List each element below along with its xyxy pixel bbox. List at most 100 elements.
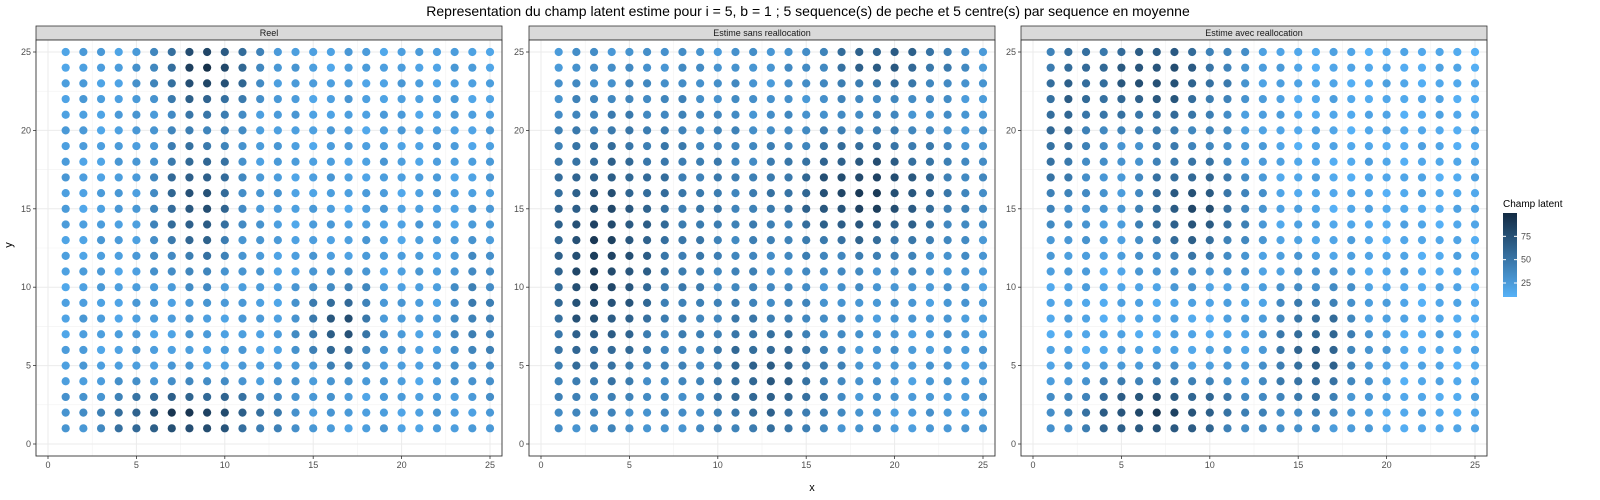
data-point	[572, 377, 581, 386]
data-point	[1311, 283, 1320, 292]
data-point	[925, 47, 935, 57]
data-point	[203, 173, 212, 182]
x-tick-label: 5	[134, 460, 139, 470]
data-point	[678, 267, 687, 276]
data-point	[468, 63, 477, 72]
data-point	[291, 79, 300, 88]
y-tick-label: 0	[519, 439, 524, 449]
data-point	[925, 204, 935, 213]
data-point	[397, 330, 406, 339]
data-point	[344, 79, 353, 88]
data-point	[1046, 408, 1055, 417]
data-point	[1170, 157, 1179, 166]
data-point	[485, 298, 495, 307]
data-point	[749, 314, 758, 323]
data-point	[660, 314, 669, 323]
data-point	[1329, 94, 1338, 104]
data-point	[1364, 47, 1374, 57]
data-point	[415, 251, 424, 260]
data-point	[485, 408, 495, 417]
data-point	[749, 173, 758, 182]
data-point	[432, 157, 442, 166]
data-point	[1152, 361, 1161, 370]
data-point	[1347, 267, 1356, 276]
data-point	[943, 345, 952, 355]
data-point	[79, 314, 88, 323]
data-point	[379, 141, 389, 151]
data-point	[450, 63, 459, 72]
data-point	[203, 424, 212, 433]
y-tick-label: 0	[26, 439, 31, 449]
data-point	[1081, 126, 1091, 135]
data-point	[1081, 377, 1091, 386]
y-tick-label: 20	[21, 125, 31, 135]
data-point	[362, 298, 371, 307]
data-point	[1099, 173, 1108, 182]
x-tick-label: 20	[397, 460, 407, 470]
data-point	[1188, 314, 1197, 323]
data-point	[1258, 94, 1267, 104]
data-point	[625, 251, 634, 260]
data-point	[203, 220, 212, 229]
data-point	[1188, 392, 1197, 402]
data-point	[607, 377, 616, 386]
data-point	[132, 236, 141, 245]
data-point	[291, 424, 300, 433]
data-point	[415, 47, 424, 57]
data-point	[978, 236, 988, 245]
data-point	[802, 345, 811, 355]
data-point	[1081, 220, 1091, 229]
data-point	[696, 204, 705, 213]
data-point	[802, 330, 811, 339]
data-point	[1099, 314, 1108, 323]
data-point	[291, 157, 300, 166]
x-tick-label: 5	[1119, 460, 1124, 470]
data-point	[167, 63, 176, 72]
data-point	[572, 345, 581, 355]
data-point	[379, 157, 389, 166]
data-point	[766, 220, 775, 229]
data-point	[79, 220, 88, 229]
data-point	[1435, 157, 1444, 166]
data-point	[855, 110, 864, 119]
data-point	[837, 204, 846, 213]
data-point	[554, 141, 563, 151]
data-point	[1435, 283, 1444, 292]
data-point	[855, 330, 864, 339]
data-point	[114, 267, 123, 276]
panel-border	[1020, 39, 1488, 457]
data-point	[961, 330, 970, 339]
y-tick-label: 5	[1011, 361, 1016, 371]
data-point	[731, 47, 740, 57]
data-point	[468, 314, 477, 323]
data-point	[908, 251, 917, 260]
data-point	[1364, 126, 1374, 135]
data-point	[1117, 110, 1126, 119]
data-point	[397, 377, 406, 386]
data-point	[1417, 392, 1427, 402]
data-point	[379, 314, 389, 323]
data-point	[713, 267, 722, 276]
data-point	[114, 204, 123, 213]
x-tick-label: 10	[713, 460, 723, 470]
data-point	[713, 345, 722, 355]
data-point	[589, 236, 599, 245]
data-point	[220, 47, 229, 57]
data-point	[432, 392, 442, 402]
data-point	[890, 408, 899, 417]
data-point	[432, 110, 442, 119]
data-point	[1223, 204, 1232, 213]
data-point	[132, 141, 141, 151]
data-point	[731, 204, 740, 213]
data-point	[273, 392, 282, 402]
data-point	[978, 173, 988, 182]
data-point	[79, 267, 88, 276]
data-point	[149, 189, 159, 198]
data-point	[625, 110, 634, 119]
data-point	[450, 424, 459, 433]
data-point	[978, 251, 988, 260]
data-point	[925, 361, 935, 370]
data-point	[1258, 361, 1267, 370]
data-point	[1046, 220, 1055, 229]
data-point	[344, 63, 353, 72]
